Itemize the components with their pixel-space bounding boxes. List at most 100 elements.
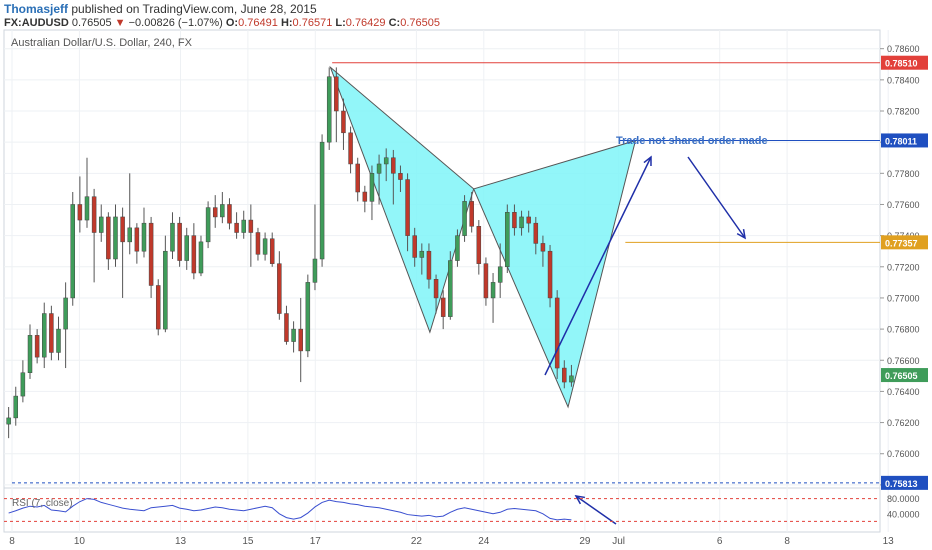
time-axis[interactable]: 8 10 13 15 17 22 24 29 Jul 6 8 13 — [9, 536, 894, 547]
candle-body — [405, 179, 410, 236]
price-label-box — [881, 475, 928, 490]
candle-body — [455, 235, 460, 261]
y-tick-label: 0.77800 — [887, 169, 920, 179]
candles — [6, 67, 574, 439]
y-tick-label: 0.77600 — [887, 200, 920, 210]
candle-body — [41, 313, 47, 358]
candle-body — [419, 250, 425, 258]
price-label-text: 0.78510 — [885, 59, 918, 69]
candle-body — [562, 367, 567, 383]
y-tick-label: 0.77000 — [887, 293, 920, 303]
candle-body — [27, 335, 33, 373]
x-tick-label: 8 — [784, 536, 790, 547]
candle-body — [426, 250, 432, 280]
candle-body — [383, 157, 389, 165]
rsi-line — [8, 498, 572, 521]
open-label: O: — [225, 17, 239, 29]
author-name[interactable]: Thomasjeff — [4, 2, 69, 16]
price-axis[interactable]: 0.786000.784000.782000.780000.778000.776… — [880, 44, 928, 519]
candle-body — [512, 212, 517, 229]
candle-body — [212, 207, 218, 218]
candle-body — [505, 212, 510, 268]
trade-annotation: Trade not shared order made — [616, 135, 768, 147]
rsi-tick-label: 80.0000 — [887, 494, 920, 504]
candle-body — [34, 335, 40, 358]
price-label-box — [881, 55, 928, 70]
candle-body — [526, 216, 531, 224]
candle-body — [177, 222, 182, 261]
candle-body — [490, 282, 496, 299]
price-label-text: 0.78011 — [885, 136, 917, 146]
candle-body — [462, 201, 467, 236]
arrowhead-icon — [736, 228, 746, 240]
candle-body — [519, 216, 524, 229]
arrow-line — [687, 156, 746, 239]
y-tick-label: 0.78400 — [887, 75, 920, 85]
candle-body — [170, 222, 175, 252]
close-value: 0.76505 — [400, 17, 440, 29]
candle-body — [448, 260, 453, 317]
candle-body — [262, 238, 268, 255]
harmonic-pattern — [329, 65, 637, 409]
candle-body — [241, 219, 246, 233]
candle-body — [355, 163, 360, 193]
x-tick-label: 10 — [74, 536, 86, 547]
candle-body — [269, 238, 275, 264]
published-text: published on TradingView.com, June 28, 2… — [71, 2, 317, 16]
price-change: −0.00826 (−1.07%) — [128, 17, 223, 29]
candle-body — [334, 76, 339, 112]
y-tick-label: 0.78600 — [887, 44, 920, 54]
rsi-tick-label: 40.0000 — [887, 509, 920, 519]
candle-body — [362, 191, 368, 202]
candle-body — [134, 227, 140, 252]
candle-body — [433, 279, 439, 299]
y-tick-label: 0.78200 — [887, 107, 920, 117]
candle-body — [184, 235, 189, 261]
candle-body — [476, 226, 482, 264]
price-label-box — [881, 235, 928, 250]
arrowhead-icon — [574, 495, 586, 505]
y-tick-label: 0.76400 — [887, 387, 920, 397]
y-tick-label: 0.76800 — [887, 325, 920, 335]
candle-body — [412, 235, 417, 258]
candle-body — [234, 222, 239, 233]
arrow-line — [544, 156, 652, 376]
candle-body — [227, 204, 232, 224]
symbol-label: FX:AUDUSD — [4, 17, 69, 29]
candle-body — [198, 241, 204, 274]
x-tick-label: 13 — [883, 536, 895, 547]
candle-body — [348, 132, 353, 165]
price-label-text: 0.75813 — [885, 479, 918, 489]
arrow-line — [575, 495, 617, 525]
candle-body — [326, 76, 332, 143]
candle-body — [113, 216, 118, 260]
chart-title: Australian Dollar/U.S. Dollar, 240, FX — [11, 37, 193, 49]
candle-body — [540, 243, 546, 252]
candle-body — [469, 201, 474, 227]
candle-body — [6, 417, 11, 425]
candle-body — [319, 141, 325, 260]
candle-body — [49, 313, 54, 353]
gridlines — [4, 30, 889, 532]
high-label: H: — [280, 17, 293, 29]
candle-body — [554, 297, 560, 369]
candle-body — [20, 372, 26, 397]
rsi-indicator — [4, 498, 880, 522]
candle-body — [255, 232, 261, 255]
candle-body — [391, 157, 396, 174]
last-price: 0.76505 — [71, 17, 112, 29]
candle-body — [547, 250, 553, 299]
candle-body — [106, 216, 111, 260]
candle-body — [312, 258, 318, 283]
x-tick-label: 8 — [9, 536, 15, 547]
candle-body — [63, 297, 68, 330]
candle-body — [440, 297, 446, 317]
rsi-pane-border — [3, 487, 881, 533]
rsi-label: RSI (7, close) — [12, 498, 73, 509]
candle-body — [163, 250, 168, 330]
candle-body — [398, 173, 403, 180]
candle-body — [91, 196, 97, 233]
close-label: C: — [388, 17, 401, 29]
candle-body — [191, 235, 197, 274]
